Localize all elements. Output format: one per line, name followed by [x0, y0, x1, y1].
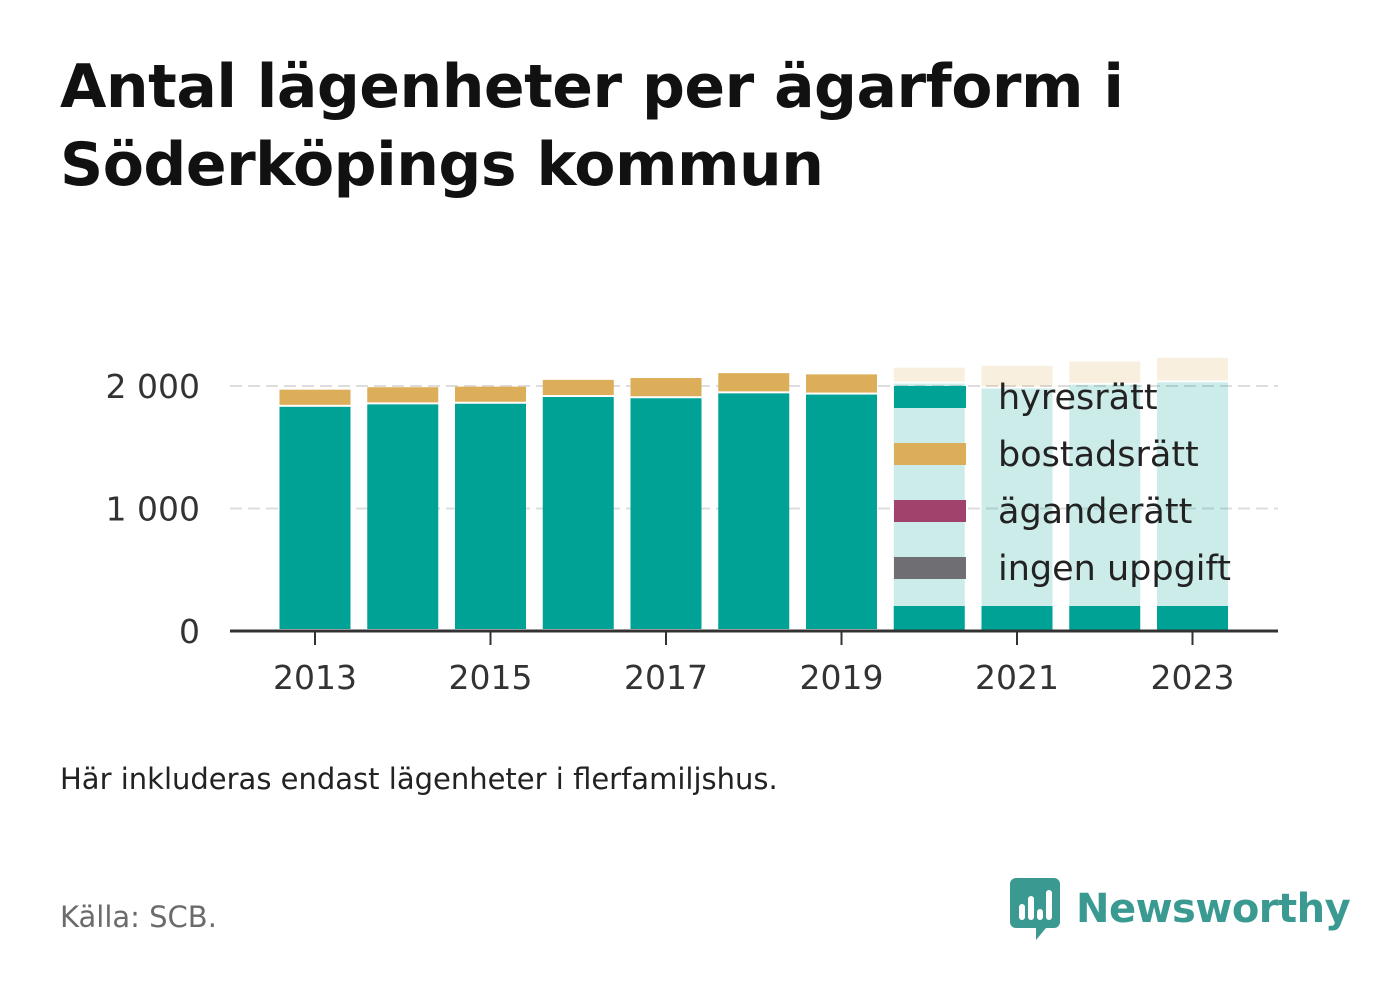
bar-hyresratt-2023-visible [1157, 606, 1228, 631]
bar-hyresratt-2014 [367, 404, 439, 629]
bar-bostadsratt-2022 [1069, 361, 1141, 383]
bar-bostadsratt-2017 [630, 378, 702, 397]
legend-swatch-ingen_uppgift [894, 557, 966, 579]
bar-bostadsratt-2013 [279, 389, 351, 405]
brand-name: Newsworthy [1076, 886, 1351, 932]
bar-hyresratt-2022 [1069, 384, 1141, 629]
bar-hyresratt-2016 [542, 397, 614, 629]
brand-logo: Newsworthy [1010, 878, 1351, 940]
bar-hyresratt-2022-visible [1069, 606, 1141, 631]
x-tick-label: 2013 [273, 658, 357, 697]
newsworthy-logo-icon [1010, 878, 1060, 940]
x-tick-label: 2021 [975, 658, 1059, 697]
legend-swatch-aganderatt [894, 500, 966, 522]
legend-label-bostadsratt: bostadsrätt [998, 435, 1199, 475]
bar-bostadsratt-2021 [981, 365, 1053, 387]
bar-bostadsratt-2023 [1157, 357, 1228, 381]
x-tick-label: 2019 [800, 658, 884, 697]
legend-label-ingen_uppgift: ingen uppgift [998, 549, 1231, 589]
bar-hyresratt-2015 [455, 403, 526, 629]
bar-hyresratt-2018 [718, 393, 790, 629]
legend-label-aganderatt: äganderätt [998, 492, 1192, 532]
bar-hyresratt-2019 [806, 394, 877, 629]
x-tick-label: 2023 [1151, 658, 1235, 697]
bar-hyresratt-2021-visible [981, 606, 1053, 631]
x-tick-label: 2015 [449, 658, 533, 697]
bar-bostadsratt-2016 [542, 379, 614, 396]
bar-bostadsratt-2014 [367, 387, 439, 403]
source-text: Källa: SCB. [60, 900, 217, 934]
legend-swatch-bostadsratt [894, 443, 966, 465]
chart-title: Antal lägenheter per ägarform i Söderköp… [60, 52, 1124, 200]
legend-label-hyresratt: hyresrätt [998, 378, 1158, 418]
y-tick-label: 0 [179, 612, 200, 651]
bar-hyresratt-2023 [1157, 382, 1228, 629]
legend-swatch-hyresratt [894, 386, 966, 408]
bar-bostadsratt-2019 [806, 374, 877, 393]
y-tick-label: 2 000 [106, 367, 200, 406]
y-tick-label: 1 000 [106, 490, 200, 529]
bar-hyresratt-2017 [630, 398, 702, 629]
bar-hyresratt-2020-visible [893, 606, 965, 631]
bar-hyresratt-2013 [279, 406, 351, 629]
bar-hyresratt-2021 [981, 388, 1053, 629]
chart-note: Här inkluderas endast lägenheter i flerf… [60, 762, 778, 796]
bar-bostadsratt-2018 [718, 373, 790, 392]
stacked-bar-chart: 0 1 000 2 000 2013 2015 2017 2019 2021 2023 hyres… [106, 357, 1278, 697]
bar-bostadsratt-2020 [893, 367, 965, 382]
bar-bostadsratt-2015 [455, 386, 526, 402]
x-tick-label: 2017 [624, 658, 708, 697]
